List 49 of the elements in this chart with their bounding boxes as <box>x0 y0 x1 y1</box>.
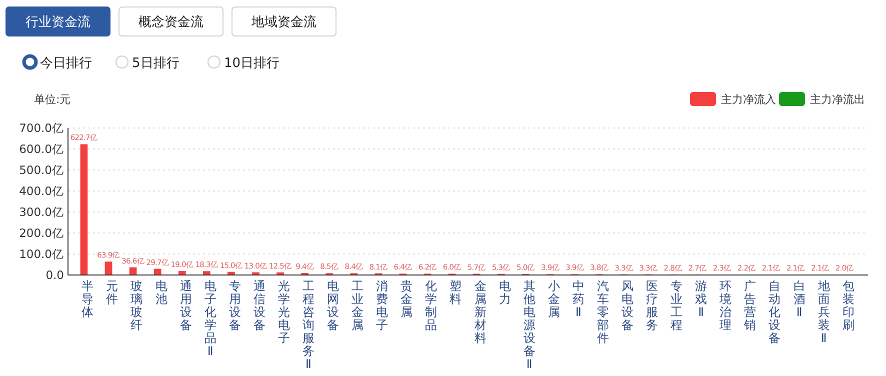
text: 今日排行 <box>40 56 92 71</box>
y-tick-label: 100.0亿 <box>19 247 64 261</box>
x-tick-label: 小金属 <box>548 279 560 319</box>
tab-button: 地域资金流 <box>232 6 336 36</box>
x-tick-label: 专业工程 <box>670 279 683 332</box>
x-tick-label: 元件 <box>106 279 118 306</box>
x-tick-label: 金属新材料 <box>473 279 486 345</box>
x-tick-label: 地面兵装Ⅱ <box>816 279 830 345</box>
tab-button: 行业资金流 <box>6 6 110 36</box>
x-tick-label: 环境治理 <box>718 279 732 332</box>
x-tick-label: 白酒Ⅱ <box>793 279 806 319</box>
y-axis-title: 单位:元 <box>34 93 71 106</box>
x-tick-label: 电子化学品Ⅱ <box>204 279 216 358</box>
legend-label: 主力净流出 <box>810 93 865 106</box>
y-tick-label: 600.0亿 <box>19 142 64 156</box>
x-tick-label: 化学制品 <box>425 279 438 332</box>
y-tick-label: 200.0亿 <box>19 226 64 240</box>
text: 5日排行 <box>132 56 180 71</box>
x-tick-label: 玻璃玻纤 <box>130 279 143 332</box>
x-tick-label: 电池 <box>155 279 168 306</box>
text: 10日排行 <box>224 56 280 71</box>
x-tick-label: 包装印刷 <box>842 279 854 332</box>
y-tick-label: 300.0亿 <box>19 205 64 219</box>
x-tick-label: 通信设备 <box>253 279 266 332</box>
x-tick-label: 电力 <box>498 279 511 306</box>
x-tick-label: 广告营销 <box>743 279 756 332</box>
x-tick-label: 汽车零部件 <box>596 279 609 345</box>
y-tick-label: 0.0 <box>46 268 64 282</box>
x-tick-label: 工程咨询服务Ⅱ <box>302 279 314 371</box>
x-tick-label: 半导体 <box>82 279 94 319</box>
x-tick-label: 工业金属 <box>352 279 364 332</box>
x-tick-label: 电网设备 <box>327 279 340 332</box>
x-tick-label: 专用设备 <box>228 279 241 332</box>
x-tick-label: 塑料 <box>450 279 462 306</box>
x-tick-label: 自动化设备 <box>768 279 781 345</box>
x-tick-label: 消费电子 <box>376 279 388 332</box>
x-tick-label: 医疗服务 <box>646 279 658 332</box>
y-tick-label: 700.0亿 <box>19 121 64 135</box>
tab-button: 概念资金流 <box>118 6 224 36</box>
x-tick-label: 贵金属 <box>400 279 413 319</box>
x-tick-label: 游戏Ⅱ <box>695 279 708 319</box>
x-tick-label: 通用设备 <box>180 279 192 332</box>
y-tick-label: 500.0亿 <box>19 163 64 177</box>
x-tick-label: 风电设备 <box>622 279 634 332</box>
legend-label: 主力净流入 <box>721 93 776 106</box>
y-tick-label: 400.0亿 <box>19 184 64 198</box>
x-tick-label: 中药Ⅱ <box>572 279 584 319</box>
x-tick-label: 其他电源设备Ⅱ <box>523 279 536 371</box>
x-tick-label: 光学光电子 <box>278 279 290 345</box>
